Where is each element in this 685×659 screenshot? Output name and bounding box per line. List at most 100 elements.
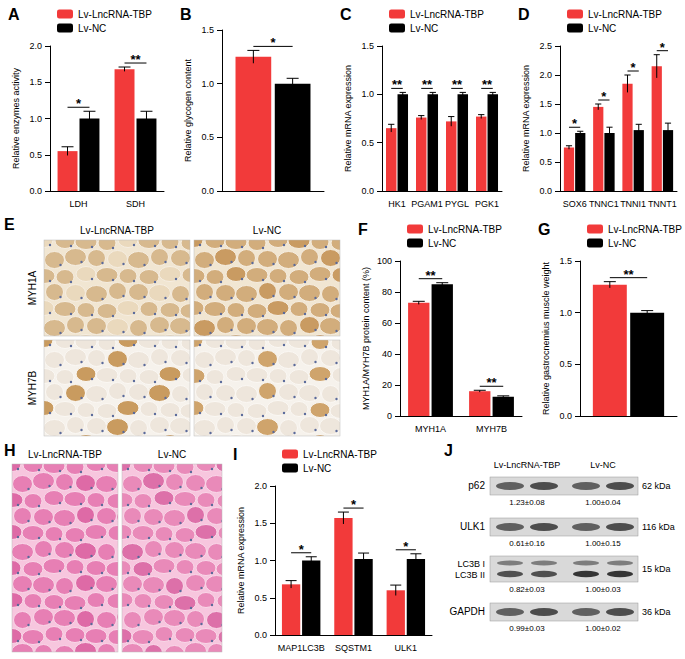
- svg-text:Lv-LncRNA-TBP: Lv-LncRNA-TBP: [428, 224, 502, 235]
- svg-text:Lv-LncRNA-TBP: Lv-LncRNA-TBP: [80, 225, 154, 236]
- svg-text:1.0: 1.0: [539, 128, 552, 138]
- svg-text:MAP1LC3B: MAP1LC3B: [278, 643, 325, 653]
- svg-text:*: *: [572, 116, 578, 131]
- svg-text:PYGL: PYGL: [445, 199, 469, 209]
- svg-text:SQSTM1: SQSTM1: [335, 643, 372, 653]
- svg-text:Lv-NC: Lv-NC: [608, 238, 636, 249]
- svg-text:TNNC1: TNNC1: [589, 199, 619, 209]
- svg-text:E: E: [4, 216, 15, 233]
- svg-text:1.5: 1.5: [254, 518, 267, 528]
- svg-text:80: 80: [382, 287, 392, 297]
- svg-text:Relative mRNA expression: Relative mRNA expression: [343, 65, 353, 172]
- svg-text:Lv-LncRNA-TBP: Lv-LncRNA-TBP: [303, 449, 377, 460]
- svg-text:MYH7B: MYH7B: [476, 424, 507, 434]
- svg-text:0.5: 0.5: [539, 157, 552, 167]
- svg-text:A: A: [8, 6, 20, 23]
- svg-text:MYH1A: MYH1A: [415, 424, 446, 434]
- svg-text:*: *: [631, 60, 637, 75]
- svg-text:0.61±0.16: 0.61±0.16: [509, 539, 545, 548]
- svg-text:0.5: 0.5: [559, 359, 572, 369]
- svg-text:J: J: [444, 442, 453, 459]
- svg-text:Lv-NC: Lv-NC: [588, 23, 616, 34]
- svg-text:60: 60: [382, 318, 392, 328]
- svg-text:*: *: [76, 96, 82, 111]
- svg-text:1.5: 1.5: [559, 256, 572, 266]
- svg-text:*: *: [601, 89, 607, 104]
- svg-text:TNNI1: TNNI1: [620, 199, 646, 209]
- svg-text:G: G: [538, 221, 550, 238]
- svg-text:0.0: 0.0: [559, 411, 572, 421]
- svg-text:**: **: [452, 77, 463, 92]
- svg-text:1.0: 1.0: [201, 79, 214, 89]
- svg-text:**: **: [482, 77, 493, 92]
- svg-text:Lv-LncRNA-TBP: Lv-LncRNA-TBP: [608, 224, 682, 235]
- svg-text:100: 100: [377, 256, 392, 266]
- svg-text:LC3B I: LC3B I: [457, 559, 485, 569]
- svg-text:Lv-LncRNA-TBP: Lv-LncRNA-TBP: [28, 449, 102, 460]
- svg-text:1.00±0.02: 1.00±0.02: [585, 624, 621, 633]
- svg-text:15 kDa: 15 kDa: [642, 564, 671, 574]
- svg-text:Lv-LncRNA-TBP: Lv-LncRNA-TBP: [588, 9, 662, 20]
- svg-text:**: **: [623, 267, 634, 282]
- svg-text:Lv-NC: Lv-NC: [78, 23, 106, 34]
- svg-text:Lv-NC: Lv-NC: [158, 449, 186, 460]
- svg-text:TNNT1: TNNT1: [648, 199, 677, 209]
- svg-text:0.5: 0.5: [254, 593, 267, 603]
- svg-text:1.5: 1.5: [539, 99, 552, 109]
- svg-text:1.0: 1.0: [559, 308, 572, 318]
- svg-text:2.0: 2.0: [29, 41, 42, 51]
- svg-text:62 kDa: 62 kDa: [642, 481, 671, 491]
- svg-text:2.5: 2.5: [539, 41, 552, 51]
- svg-text:1.5: 1.5: [361, 41, 374, 51]
- svg-text:Lv-NC: Lv-NC: [410, 23, 438, 34]
- svg-text:Lv-LncRNA-TBP: Lv-LncRNA-TBP: [410, 9, 484, 20]
- svg-text:Lv-NC: Lv-NC: [590, 460, 616, 470]
- svg-text:1.00±0.15: 1.00±0.15: [585, 539, 621, 548]
- svg-text:0.5: 0.5: [201, 132, 214, 142]
- svg-text:Lv-NC: Lv-NC: [428, 238, 456, 249]
- svg-text:0.82±0.03: 0.82±0.03: [509, 585, 545, 594]
- svg-text:1.0: 1.0: [361, 89, 374, 99]
- svg-text:1.5: 1.5: [201, 25, 214, 35]
- svg-text:1.23±0.08: 1.23±0.08: [509, 498, 545, 507]
- svg-text:Lv-LncRNA-TBP: Lv-LncRNA-TBP: [78, 9, 152, 20]
- svg-text:36 kDa: 36 kDa: [642, 607, 671, 617]
- svg-text:1.0: 1.0: [254, 556, 267, 566]
- svg-text:SOX6: SOX6: [563, 199, 587, 209]
- svg-text:GAPDH: GAPDH: [449, 606, 485, 617]
- svg-text:Lv-NC: Lv-NC: [253, 225, 281, 236]
- svg-text:Relative mRNA expression: Relative mRNA expression: [521, 65, 531, 172]
- svg-text:0.0: 0.0: [361, 186, 374, 196]
- svg-text:0.5: 0.5: [361, 138, 374, 148]
- svg-text:*: *: [351, 497, 357, 512]
- svg-text:*: *: [299, 542, 305, 557]
- svg-text:40: 40: [382, 349, 392, 359]
- svg-text:0: 0: [387, 411, 392, 421]
- svg-text:H: H: [4, 442, 16, 459]
- svg-text:Relative glycogen content: Relative glycogen content: [183, 58, 193, 162]
- svg-text:*: *: [270, 35, 276, 50]
- svg-text:Relative mRNA expression: Relative mRNA expression: [236, 507, 246, 614]
- svg-text:1.0: 1.0: [29, 114, 42, 124]
- svg-text:MYH1A/MYH7B protein content (%: MYH1A/MYH7B protein content (%): [361, 267, 371, 410]
- svg-text:HK1: HK1: [388, 199, 406, 209]
- svg-text:**: **: [422, 77, 433, 92]
- svg-text:0.5: 0.5: [29, 150, 42, 160]
- svg-text:ULK1: ULK1: [395, 643, 418, 653]
- svg-text:1.00±0.04: 1.00±0.04: [585, 498, 621, 507]
- svg-text:Relative gastrocnemius muscle: Relative gastrocnemius muscle weight: [541, 261, 551, 415]
- svg-text:2.0: 2.0: [539, 70, 552, 80]
- svg-text:0.99±0.03: 0.99±0.03: [509, 624, 545, 633]
- svg-text:PGK1: PGK1: [475, 199, 499, 209]
- svg-text:0.0: 0.0: [539, 186, 552, 196]
- svg-text:0.0: 0.0: [29, 186, 42, 196]
- svg-text:**: **: [392, 77, 403, 92]
- svg-text:*: *: [403, 539, 409, 554]
- svg-text:I: I: [233, 446, 237, 463]
- svg-text:C: C: [340, 6, 352, 23]
- svg-text:F: F: [358, 221, 368, 238]
- svg-text:PGAM1: PGAM1: [411, 199, 443, 209]
- svg-text:MYH1A: MYH1A: [27, 270, 38, 305]
- svg-text:Relative enzymes activity: Relative enzymes activity: [11, 67, 21, 169]
- svg-text:2.0: 2.0: [254, 481, 267, 491]
